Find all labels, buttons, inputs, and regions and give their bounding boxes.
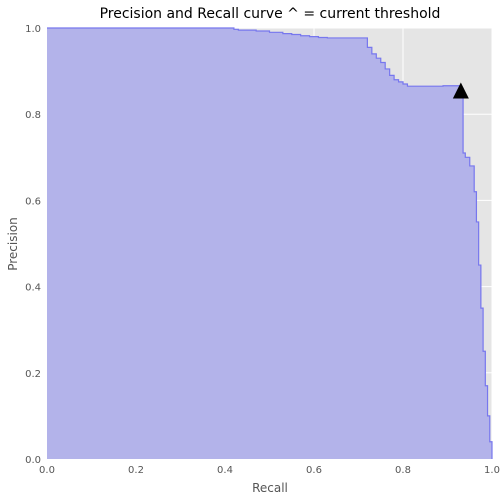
x-tick-label: 0.2 <box>128 465 144 476</box>
current-threshold-marker <box>452 82 469 99</box>
y-tick-label: 0.0 <box>25 455 41 466</box>
chart-title: Precision and Recall curve ^ = current t… <box>100 6 441 22</box>
x-axis-label: Recall <box>252 481 288 495</box>
y-tick-label: 0.8 <box>25 110 41 121</box>
x-tick-label: 0.4 <box>217 465 233 476</box>
x-axis-ticks: 0.0 0.2 0.4 0.6 0.8 1.0 <box>39 465 500 476</box>
y-tick-label: 1.0 <box>25 24 41 35</box>
x-tick-label: 0.8 <box>395 465 411 476</box>
x-tick-label: 0.0 <box>39 465 55 476</box>
y-axis-ticks: 0.0 0.2 0.4 0.6 0.8 1.0 <box>25 24 41 466</box>
x-tick-label: 1.0 <box>484 465 500 476</box>
y-tick-label: 0.6 <box>25 196 41 207</box>
y-axis-label: Precision <box>6 217 20 271</box>
y-tick-label: 0.4 <box>25 283 41 294</box>
y-tick-label: 0.2 <box>25 369 41 380</box>
pr-curve-line <box>47 27 493 459</box>
pr-curve-area <box>47 28 492 459</box>
x-tick-label: 0.6 <box>306 465 322 476</box>
